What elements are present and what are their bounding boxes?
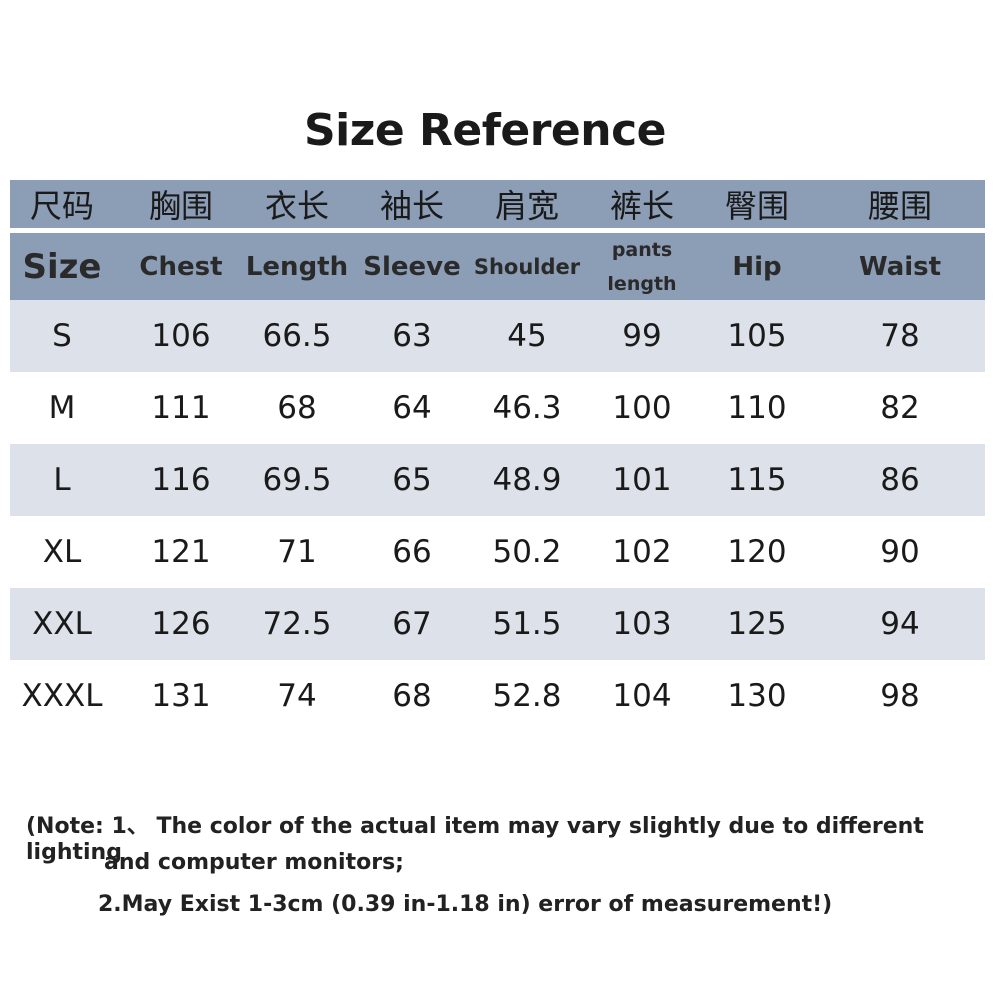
size-label-cell: L bbox=[53, 462, 71, 498]
header-row-chinese: 尺码 胸围 衣长 袖长 肩宽 裤长 臀围 腰围 bbox=[10, 180, 985, 228]
table-row: XXXL 131 74 68 52.8 104 130 98 bbox=[10, 660, 985, 732]
measurement-cell: 98 bbox=[880, 678, 920, 714]
table-row: XXL 126 72.5 67 51.5 103 125 94 bbox=[10, 588, 985, 660]
measurement-cell: 71 bbox=[277, 534, 317, 570]
measurement-cell: 105 bbox=[727, 318, 787, 354]
measurement-cell: 125 bbox=[727, 606, 787, 642]
measurement-cell: 63 bbox=[392, 318, 432, 354]
header-zh-cell: 胸围 bbox=[148, 187, 213, 225]
size-label-cell: XXL bbox=[32, 606, 92, 642]
header-en-cell: Shoulder bbox=[473, 254, 581, 279]
measurement-cell: 66 bbox=[392, 534, 432, 570]
header-en-cell: pants length bbox=[587, 233, 697, 300]
measurement-cell: 99 bbox=[622, 318, 662, 354]
measurement-cell: 46.3 bbox=[492, 390, 562, 426]
measurement-cell: 121 bbox=[151, 534, 211, 570]
size-label-cell: M bbox=[48, 390, 76, 426]
header-en-cell: Size bbox=[22, 246, 102, 287]
measurement-cell: 78 bbox=[880, 318, 920, 354]
measurement-cell: 74 bbox=[277, 678, 317, 714]
measurement-cell: 102 bbox=[612, 534, 672, 570]
measurement-cell: 82 bbox=[880, 390, 920, 426]
size-label-cell: S bbox=[52, 318, 72, 354]
header-zh-cell: 臀围 bbox=[724, 187, 789, 225]
measurement-cell: 100 bbox=[612, 390, 672, 426]
measurement-cell: 94 bbox=[880, 606, 920, 642]
measurement-cell: 111 bbox=[151, 390, 211, 426]
header-zh-cell: 衣长 bbox=[264, 187, 329, 225]
note-line-3: 2.May Exist 1-3cm (0.39 in-1.18 in) erro… bbox=[98, 892, 833, 917]
header-zh-cell: 尺码 bbox=[29, 187, 94, 225]
header-en-cell: Chest bbox=[139, 251, 223, 282]
measurement-cell: 126 bbox=[151, 606, 211, 642]
table-row: S 106 66.5 63 45 99 105 78 bbox=[10, 300, 985, 372]
measurement-cell: 52.8 bbox=[492, 678, 562, 714]
measurement-cell: 66.5 bbox=[262, 318, 332, 354]
table-row: M 111 68 64 46.3 100 110 82 bbox=[10, 372, 985, 444]
measurement-cell: 86 bbox=[880, 462, 920, 498]
header-row-english: Size Chest Length Sleeve Shoulder pants length… bbox=[10, 233, 985, 300]
measurement-cell: 120 bbox=[727, 534, 787, 570]
header-zh-cell: 肩宽 bbox=[494, 187, 559, 225]
measurement-cell: 101 bbox=[612, 462, 672, 498]
measurement-cell: 130 bbox=[727, 678, 787, 714]
measurement-cell: 45 bbox=[507, 318, 547, 354]
header-zh-cell: 腰围 bbox=[867, 187, 932, 225]
measurement-cell: 131 bbox=[151, 678, 211, 714]
header-en-cell: Sleeve bbox=[363, 251, 461, 282]
table-row: XL 121 71 66 50.2 102 120 90 bbox=[10, 516, 985, 588]
size-label-cell: XL bbox=[42, 534, 82, 570]
size-table: 尺码 胸围 衣长 袖长 肩宽 裤长 臀围 腰围 Size Chest Length Sleeve Sh… bbox=[10, 180, 985, 732]
header-en-cell: Hip bbox=[732, 251, 782, 282]
page-title: Size Reference bbox=[303, 105, 667, 156]
measurement-cell: 68 bbox=[277, 390, 317, 426]
header-en-line: pants bbox=[611, 238, 673, 261]
measurement-cell: 51.5 bbox=[492, 606, 562, 642]
header-en-cell: Length bbox=[245, 251, 349, 282]
header-zh-cell: 裤长 bbox=[609, 187, 674, 225]
measurement-cell: 90 bbox=[880, 534, 920, 570]
table-row: L 116 69.5 65 48.9 101 115 86 bbox=[10, 444, 985, 516]
measurement-cell: 104 bbox=[612, 678, 672, 714]
header-en-line: length bbox=[607, 272, 677, 295]
measurement-cell: 48.9 bbox=[492, 462, 562, 498]
size-label-cell: XXXL bbox=[21, 678, 103, 714]
header-en-cell: Waist bbox=[858, 251, 942, 282]
measurement-cell: 65 bbox=[392, 462, 432, 498]
measurement-cell: 50.2 bbox=[492, 534, 562, 570]
measurement-cell: 106 bbox=[151, 318, 211, 354]
measurement-cell: 64 bbox=[392, 390, 432, 426]
measurement-cell: 68 bbox=[392, 678, 432, 714]
measurement-cell: 72.5 bbox=[262, 606, 332, 642]
measurement-cell: 69.5 bbox=[262, 462, 332, 498]
measurement-cell: 103 bbox=[612, 606, 672, 642]
note-line-1: (Note: 1、 The color of the actual item m… bbox=[26, 814, 924, 865]
measurement-cell: 67 bbox=[392, 606, 432, 642]
header-zh-cell: 袖长 bbox=[379, 187, 444, 225]
measurement-cell: 116 bbox=[151, 462, 211, 498]
measurement-cell: 115 bbox=[727, 462, 787, 498]
measurement-cell: 110 bbox=[727, 390, 787, 426]
note-line-2: and computer monitors; bbox=[104, 850, 404, 875]
